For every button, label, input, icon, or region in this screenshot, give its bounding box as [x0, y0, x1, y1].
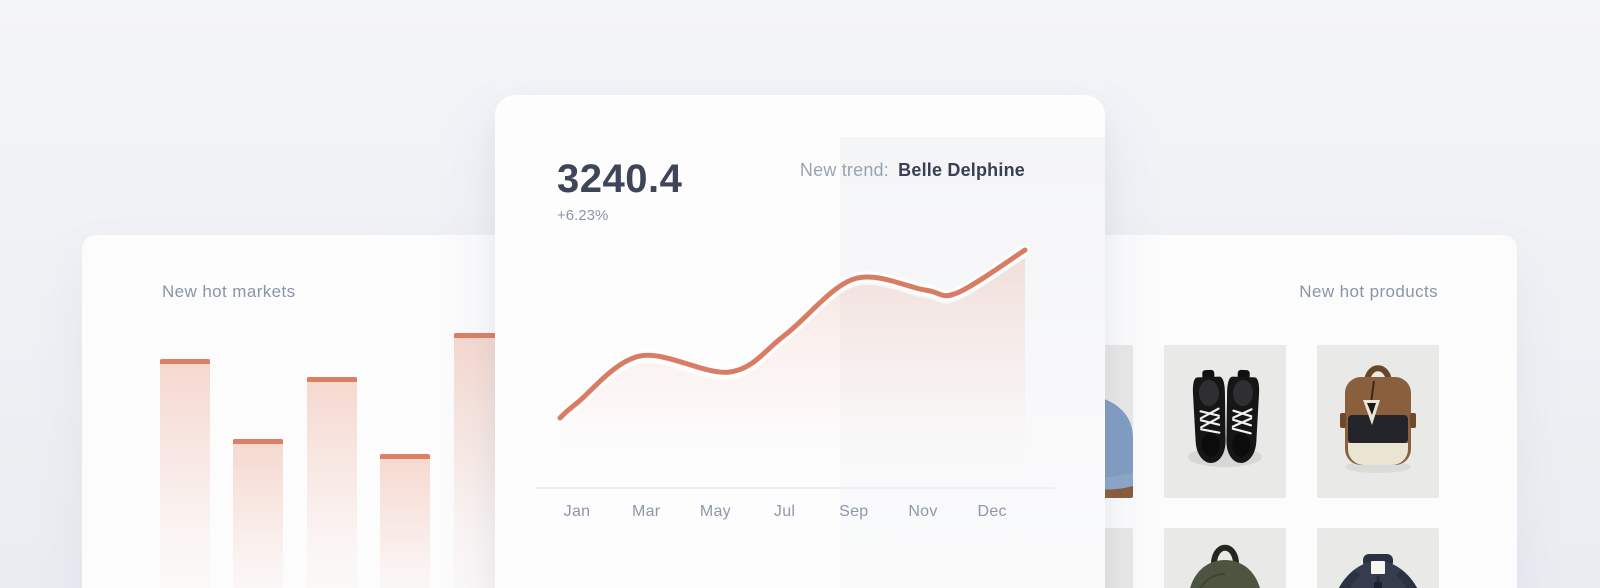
markets-bar-chart — [82, 235, 560, 588]
stat-value: 3240.4 — [557, 157, 683, 201]
x-tick-label: Sep — [839, 503, 869, 520]
markets-card: New hot markets — [82, 235, 560, 588]
x-tick-label: Nov — [908, 503, 938, 520]
market-bar — [160, 358, 210, 588]
trend-label-prefix: New trend: — [799, 160, 889, 180]
derby-shoes-image — [1188, 369, 1262, 467]
market-bar — [380, 454, 431, 588]
product-tile-navy-jacket[interactable] — [1317, 528, 1439, 588]
x-axis-line — [536, 487, 1056, 489]
market-bar-cap — [380, 454, 431, 460]
markets-title: New hot markets — [162, 282, 296, 301]
x-tick-label: Dec — [977, 503, 1007, 520]
line-chart-area-fill — [560, 258, 1025, 495]
trend-label-value: Belle Delphine — [898, 160, 1025, 180]
market-bar-cap — [160, 358, 210, 364]
product-tile-green-backpack[interactable] — [1164, 528, 1286, 588]
line-chart-line — [557, 247, 1028, 421]
market-bar — [233, 439, 284, 588]
x-tick-label: Mar — [631, 503, 661, 520]
trend-line-chart — [554, 244, 1031, 495]
x-tick-label: May — [699, 503, 731, 520]
x-tick-label: Jul — [773, 503, 796, 520]
green-backpack-image — [1190, 544, 1260, 588]
navy-jacket-image — [1338, 554, 1418, 588]
product-tile-derby-shoes[interactable] — [1164, 345, 1286, 498]
market-bar-cap — [306, 377, 357, 383]
market-bar — [306, 377, 357, 588]
stat-delta: +6.23% — [557, 207, 609, 224]
trend-label: New trend: Belle Delphine — [800, 160, 1025, 181]
market-bar-cap — [233, 439, 284, 445]
product-tile-brown-backpack[interactable] — [1317, 345, 1439, 498]
brown-backpack-image — [1340, 365, 1416, 473]
trend-card: 3240.4 +6.23% New trend: Belle Delphine … — [495, 95, 1105, 588]
products-title: New hot products — [1299, 282, 1438, 301]
x-tick-label: Jan — [563, 503, 591, 520]
x-axis-labels: Jan Mar May Jul Sep Nov Dec — [495, 503, 1105, 527]
market-bar-cap — [453, 333, 504, 338]
